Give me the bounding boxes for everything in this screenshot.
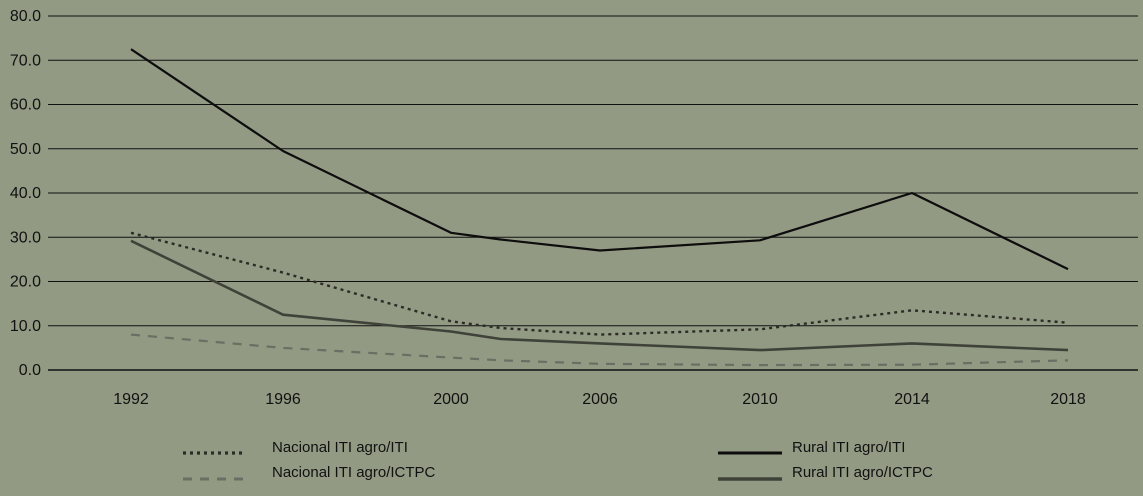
y-tick-label: 60.0 <box>10 97 41 114</box>
grid-lines <box>48 15 1138 371</box>
x-tick-label: 1996 <box>265 391 301 408</box>
legend-label: Rural ITI agro/ICTPC <box>792 464 933 481</box>
series-line-1 <box>130 231 1069 336</box>
series-lines <box>130 48 1069 367</box>
legend-item: Rural ITI agro/ITI <box>718 439 905 456</box>
x-axis-tick-labels: 1992 1996 2000 2006 2010 2014 2018 <box>113 391 1086 408</box>
y-tick-label: 0.0 <box>19 362 41 379</box>
y-tick-label: 80.0 <box>10 8 41 25</box>
x-tick-label: 2006 <box>582 391 618 408</box>
x-tick-label: 2018 <box>1050 391 1086 408</box>
y-tick-label: 10.0 <box>10 318 41 335</box>
legend-label: Nacional ITI agro/ICTPC <box>272 464 436 481</box>
x-tick-label: 2010 <box>742 391 778 408</box>
legend-label: Rural ITI agro/ITI <box>792 439 905 456</box>
y-axis-tick-labels: 0.0 10.0 20.0 30.0 40.0 50.0 60.0 70.0 80.0 <box>10 8 41 379</box>
x-tick-label: 2000 <box>433 391 469 408</box>
legend-item: Rural ITI agro/ICTPC <box>718 464 933 481</box>
x-tick-label: 1992 <box>113 391 149 408</box>
legend-item: Nacional ITI agro/ITI <box>183 439 408 456</box>
series-line-3 <box>130 48 1069 271</box>
series-line-4 <box>130 239 1069 352</box>
y-tick-label: 70.0 <box>10 52 41 69</box>
y-tick-label: 20.0 <box>10 274 41 291</box>
y-tick-label: 40.0 <box>10 185 41 202</box>
legend-label: Nacional ITI agro/ITI <box>272 439 408 456</box>
legend-item: Nacional ITI agro/ICTPC <box>183 464 436 481</box>
series-line-2 <box>130 333 1069 367</box>
x-tick-label: 2014 <box>894 391 930 408</box>
y-tick-label: 50.0 <box>10 141 41 158</box>
legend: Nacional ITI agro/ITI Nacional ITI agro/I… <box>183 439 933 481</box>
y-tick-label: 30.0 <box>10 229 41 246</box>
